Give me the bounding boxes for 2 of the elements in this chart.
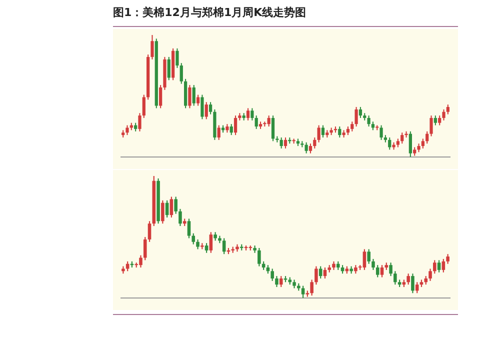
- chart-title: 图1：美棉12月与郑棉1月周K线走势图: [113, 5, 306, 20]
- candlestick: [253, 246, 256, 253]
